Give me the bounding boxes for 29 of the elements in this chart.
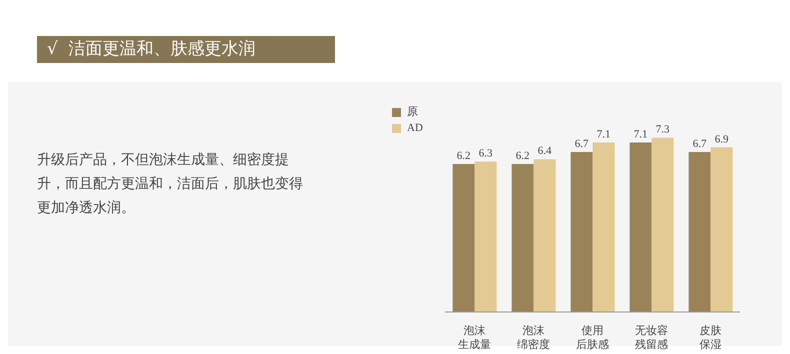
- data-label: 6.7: [574, 138, 590, 150]
- bar: [688, 152, 711, 312]
- x-tick-label: 无妆容残留感: [635, 324, 668, 351]
- text: 升级后产品，不但泡沫生成量、细密度提升，而且配方更温和，洁面后，肌肤也变得更加净透水润。: [37, 151, 304, 218]
- data-label: 6.3: [478, 148, 494, 160]
- data-label: 7.3: [656, 124, 670, 136]
- x-tick-label: 泡沫生成量: [458, 324, 491, 351]
- data-label: 6.9: [714, 133, 730, 146]
- bar: [534, 159, 556, 312]
- data-label: 7.1: [596, 128, 611, 140]
- bar: [710, 147, 733, 312]
- data-label: 7.1: [634, 128, 648, 140]
- legend-label: AD: [407, 121, 423, 136]
- text: √ 洁面更温和、肤感更水润: [37, 36, 335, 63]
- bar: [652, 138, 674, 312]
- bar: [592, 142, 615, 312]
- bar: [474, 162, 497, 312]
- bar: [630, 142, 652, 312]
- bar: [512, 164, 534, 312]
- data-label: 6.4: [538, 145, 552, 158]
- data-label: 6.2: [456, 150, 471, 162]
- x-tick-label: 使用后肤感: [576, 324, 609, 351]
- bar: [452, 164, 475, 312]
- data-label: 6.2: [516, 150, 530, 162]
- legend-label: 原: [407, 105, 418, 120]
- x-tick-label: 泡沫绵密度: [517, 324, 550, 351]
- x-tick-label: 皮肤保湿: [700, 324, 722, 351]
- bar: [570, 152, 593, 312]
- data-label: 6.7: [692, 138, 708, 150]
